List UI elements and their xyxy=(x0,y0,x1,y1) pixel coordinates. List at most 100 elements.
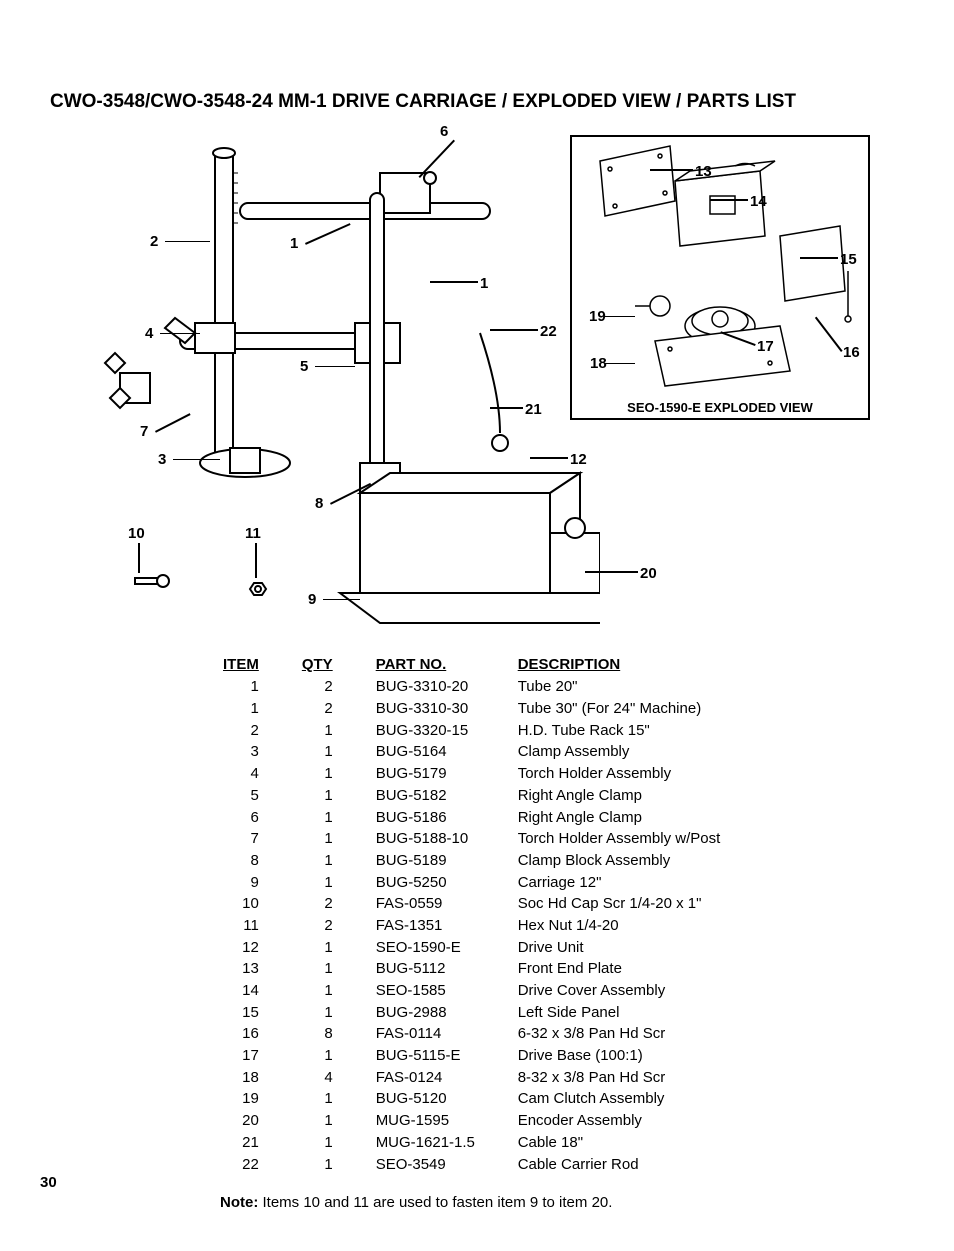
main-assembly-svg xyxy=(80,133,600,643)
callout-number: 8 xyxy=(315,495,323,512)
table-row: 12BUG-3310-20Tube 20" xyxy=(222,677,740,697)
cell-item: 4 xyxy=(222,764,299,784)
cell-item: 14 xyxy=(222,981,299,1001)
callout-line xyxy=(315,366,355,368)
cell-part: BUG-5250 xyxy=(375,873,515,893)
callout-line xyxy=(323,599,360,601)
cell-part: BUG-5164 xyxy=(375,742,515,762)
cell-desc: Cam Clutch Assembly xyxy=(517,1089,741,1109)
cell-part: MUG-1595 xyxy=(375,1111,515,1131)
table-row: 121SEO-1590-EDrive Unit xyxy=(222,938,740,958)
table-row: 151BUG-2988Left Side Panel xyxy=(222,1003,740,1023)
table-row: 211MUG-1621-1.5Cable 18" xyxy=(222,1133,740,1153)
table-row: 221SEO-3549Cable Carrier Rod xyxy=(222,1155,740,1175)
cell-desc: Soc Hd Cap Scr 1/4-20 x 1" xyxy=(517,894,741,914)
callout-line xyxy=(530,457,568,459)
cell-qty: 1 xyxy=(301,1155,373,1175)
callout-number: 22 xyxy=(540,323,557,340)
cell-qty: 1 xyxy=(301,1089,373,1109)
table-row: 112FAS-1351Hex Nut 1/4-20 xyxy=(222,916,740,936)
cell-qty: 1 xyxy=(301,808,373,828)
page-title: CWO-3548/CWO-3548-24 MM-1 DRIVE CARRIAGE… xyxy=(50,90,904,115)
cell-part: BUG-3320-15 xyxy=(375,721,515,741)
table-row: 171BUG-5115-EDrive Base (100:1) xyxy=(222,1046,740,1066)
table-row: 71BUG-5188-10Torch Holder Assembly w/Pos… xyxy=(222,829,740,849)
parts-tbody: 12BUG-3310-20Tube 20"12BUG-3310-30Tube 3… xyxy=(222,677,740,1174)
table-row: 21BUG-3320-15H.D. Tube Rack 15" xyxy=(222,721,740,741)
cell-part: FAS-0124 xyxy=(375,1068,515,1088)
table-row: 31BUG-5164Clamp Assembly xyxy=(222,742,740,762)
cell-item: 7 xyxy=(222,829,299,849)
callout-number: 5 xyxy=(300,358,308,375)
table-row: 184FAS-01248-32 x 3/8 Pan Hd Scr xyxy=(222,1068,740,1088)
cell-desc: 8-32 x 3/8 Pan Hd Scr xyxy=(517,1068,741,1088)
cell-desc: Carriage 12" xyxy=(517,873,741,893)
callout-number: 9 xyxy=(308,591,316,608)
table-row: 41BUG-5179Torch Holder Assembly xyxy=(222,764,740,784)
callout-line xyxy=(490,329,538,331)
table-row: 61BUG-5186Right Angle Clamp xyxy=(222,808,740,828)
cell-desc: 6-32 x 3/8 Pan Hd Scr xyxy=(517,1024,741,1044)
table-row: 102FAS-0559Soc Hd Cap Scr 1/4-20 x 1" xyxy=(222,894,740,914)
table-row: 168FAS-01146-32 x 3/8 Pan Hd Scr xyxy=(222,1024,740,1044)
cell-part: BUG-5120 xyxy=(375,1089,515,1109)
cell-desc: Clamp Assembly xyxy=(517,742,741,762)
cell-qty: 1 xyxy=(301,851,373,871)
cell-item: 8 xyxy=(222,851,299,871)
cell-qty: 2 xyxy=(301,699,373,719)
cell-desc: Drive Cover Assembly xyxy=(517,981,741,1001)
callout-number: 15 xyxy=(840,251,857,268)
callout-number: 14 xyxy=(750,193,767,210)
cell-item: 1 xyxy=(222,677,299,697)
table-row: 12BUG-3310-30Tube 30" (For 24" Machine) xyxy=(222,699,740,719)
cell-part: BUG-3310-30 xyxy=(375,699,515,719)
cell-item: 5 xyxy=(222,786,299,806)
cell-item: 20 xyxy=(222,1111,299,1131)
callout-number: 2 xyxy=(150,233,158,250)
cell-qty: 1 xyxy=(301,786,373,806)
cell-qty: 1 xyxy=(301,742,373,762)
callout-line xyxy=(430,281,478,283)
callout-number: 3 xyxy=(158,451,166,468)
note-label: Note: xyxy=(220,1194,258,1211)
cell-desc: Cable Carrier Rod xyxy=(517,1155,741,1175)
exploded-view-label: SEO-1590-E EXPLODED VIEW xyxy=(580,396,860,419)
cell-item: 19 xyxy=(222,1089,299,1109)
exploded-sub-svg xyxy=(580,141,864,391)
cell-item: 6 xyxy=(222,808,299,828)
cell-part: FAS-1351 xyxy=(375,916,515,936)
callout-number: 6 xyxy=(440,123,448,140)
th-qty: QTY xyxy=(301,655,373,676)
th-part: PART NO. xyxy=(375,655,515,676)
exploded-diagram: SEO-1590-E EXPLODED VIEW 621145227321128… xyxy=(60,123,880,643)
callout-line xyxy=(710,199,748,201)
cell-desc: Tube 30" (For 24" Machine) xyxy=(517,699,741,719)
cell-part: BUG-5189 xyxy=(375,851,515,871)
cell-desc: Torch Holder Assembly xyxy=(517,764,741,784)
cell-item: 9 xyxy=(222,873,299,893)
callout-number: 21 xyxy=(525,401,542,418)
cell-part: BUG-5179 xyxy=(375,764,515,784)
cell-desc: Clamp Block Assembly xyxy=(517,851,741,871)
cell-desc: Torch Holder Assembly w/Post xyxy=(517,829,741,849)
cell-qty: 1 xyxy=(301,1133,373,1153)
cell-qty: 1 xyxy=(301,938,373,958)
cell-qty: 1 xyxy=(301,721,373,741)
cell-qty: 1 xyxy=(301,959,373,979)
cell-part: BUG-5115-E xyxy=(375,1046,515,1066)
th-desc: DESCRIPTION xyxy=(517,655,741,676)
cell-desc: Drive Base (100:1) xyxy=(517,1046,741,1066)
cell-item: 1 xyxy=(222,699,299,719)
parts-list-table: ITEM QTY PART NO. DESCRIPTION 12BUG-3310… xyxy=(220,653,742,1177)
cell-desc: Left Side Panel xyxy=(517,1003,741,1023)
cell-qty: 1 xyxy=(301,764,373,784)
callout-number: 7 xyxy=(140,423,148,440)
cell-qty: 2 xyxy=(301,677,373,697)
cell-part: BUG-5186 xyxy=(375,808,515,828)
callout-number: 12 xyxy=(570,451,587,468)
callout-line xyxy=(160,333,200,335)
cell-item: 3 xyxy=(222,742,299,762)
cell-item: 15 xyxy=(222,1003,299,1023)
callout-line xyxy=(490,407,523,409)
callout-line xyxy=(165,241,210,243)
